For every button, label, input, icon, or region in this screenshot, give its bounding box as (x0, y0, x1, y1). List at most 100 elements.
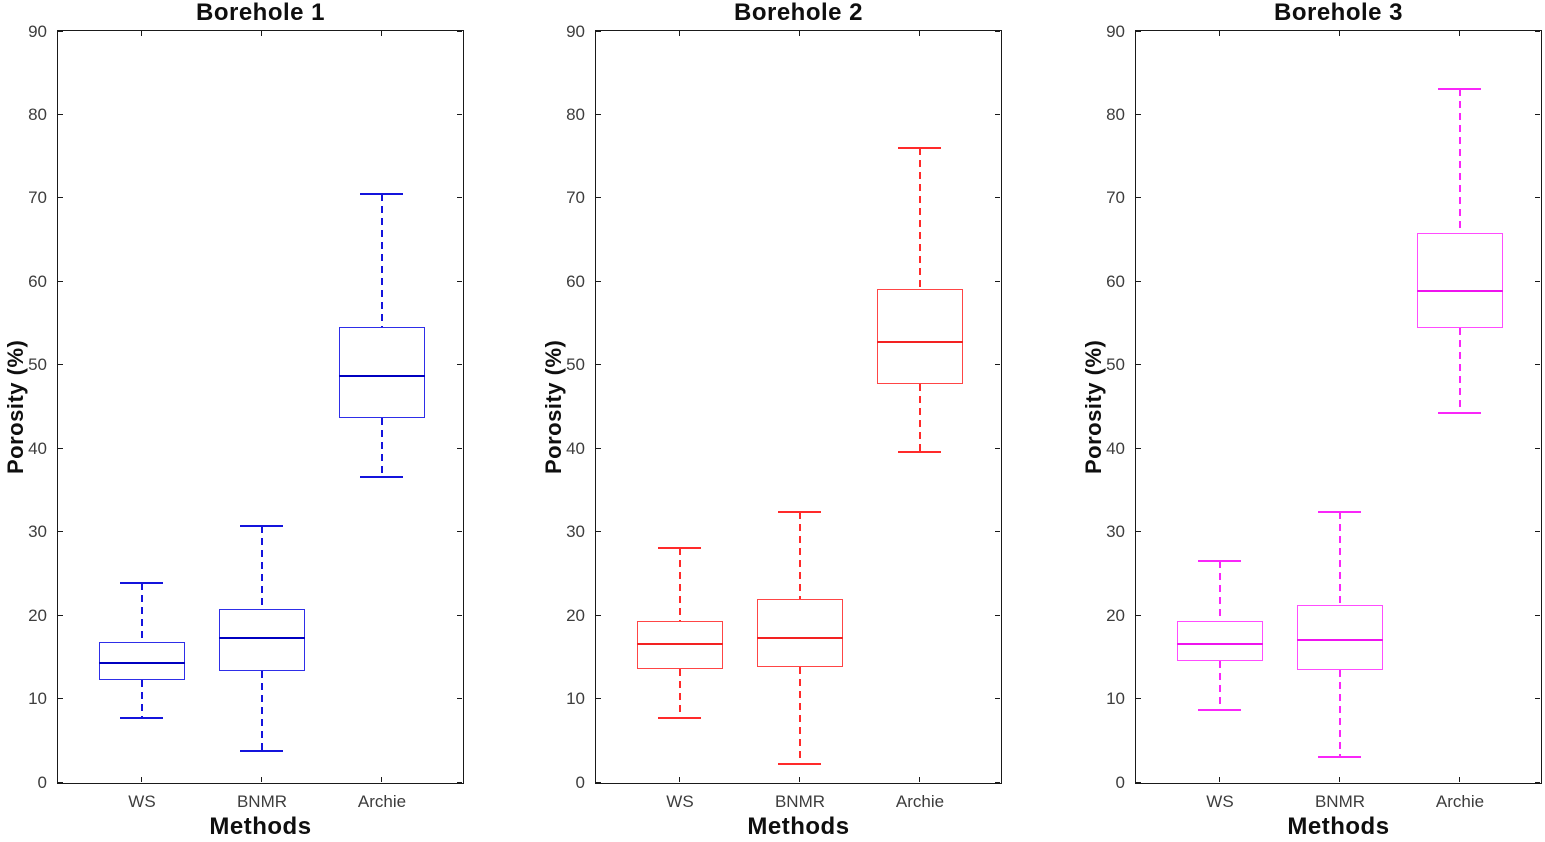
box-archie-lower-cap (1438, 412, 1481, 415)
box-bnmr-upper-cap (240, 524, 283, 527)
box-ws-lower-whisker (140, 680, 143, 718)
y-axis-tick (596, 113, 601, 115)
x-axis-tick (799, 777, 800, 782)
box-ws-upper-cap (120, 582, 163, 585)
y-tick-label: 30 (28, 522, 47, 542)
y-axis-tick (596, 30, 601, 32)
box-bnmr-rect (1296, 605, 1383, 671)
y-tick-label: 80 (566, 104, 585, 124)
y-axis-tick (1535, 781, 1540, 783)
x-axis-tick (1459, 777, 1460, 782)
y-axis-tick (58, 614, 63, 616)
box-bnmr-lower-whisker (260, 671, 263, 752)
y-axis-tick (1535, 531, 1540, 533)
box-archie-lower-whisker (1458, 328, 1461, 414)
y-axis-tick (457, 280, 462, 282)
box-archie-upper-cap (1438, 88, 1481, 91)
box-ws-lower-cap (658, 716, 701, 719)
y-tick-label: 50 (566, 355, 585, 375)
y-axis-tick (58, 698, 63, 700)
box-archie-upper-whisker (380, 193, 383, 328)
y-axis-tick (596, 781, 601, 783)
y-axis-tick (58, 781, 63, 783)
y-axis-tick (1136, 280, 1141, 282)
subplot-title: Borehole 2 (733, 0, 864, 26)
x-tick-label: Archie (1435, 792, 1485, 811)
y-axis-label: Porosity (%) (1081, 339, 1106, 475)
y-axis-tick (457, 447, 462, 449)
box-archie-rect (876, 288, 963, 384)
box-bnmr-median-line (1296, 639, 1383, 642)
y-axis-label: Porosity (%) (3, 339, 28, 475)
y-tick-label: 10 (28, 689, 47, 709)
x-tick-label: WS (128, 792, 156, 811)
box-ws-rect (1176, 620, 1263, 661)
y-axis-tick (1535, 614, 1540, 616)
x-tick-label: Archie (357, 792, 407, 811)
x-tick-label: Archie (895, 792, 945, 811)
box-ws-median-line (636, 643, 723, 646)
box-ws-lower-cap (1198, 709, 1241, 712)
box-ws-upper-cap (1198, 559, 1241, 562)
box-bnmr-upper-whisker (798, 511, 801, 600)
y-axis-tick (596, 197, 601, 199)
y-axis-tick (596, 280, 601, 282)
y-tick-label: 70 (28, 188, 47, 208)
y-axis-tick (995, 30, 1000, 32)
x-tick-label: BNMR (236, 792, 288, 811)
box-archie-upper-whisker (1458, 89, 1461, 233)
plot-area (595, 30, 1002, 784)
x-axis-tick (381, 31, 382, 36)
box-ws-upper-whisker (140, 583, 143, 642)
y-axis-tick (995, 197, 1000, 199)
y-axis-tick (58, 531, 63, 533)
y-tick-label: 40 (566, 438, 585, 458)
y-tick-label: 30 (566, 522, 585, 542)
box-bnmr-lower-whisker (1338, 670, 1341, 757)
y-tick-label: 0 (1115, 772, 1125, 792)
y-axis-tick (1136, 447, 1141, 449)
x-axis-tick (1339, 777, 1340, 782)
y-tick-label: 70 (1106, 188, 1125, 208)
y-axis-tick (1136, 614, 1141, 616)
y-axis-tick (58, 447, 63, 449)
x-tick-label: BNMR (774, 792, 826, 811)
y-axis-tick (596, 614, 601, 616)
x-tick-label: BNMR (1314, 792, 1366, 811)
y-axis-tick (457, 614, 462, 616)
y-tick-label: 10 (566, 689, 585, 709)
box-bnmr-upper-cap (1318, 510, 1361, 513)
y-axis-tick (58, 30, 63, 32)
y-axis-tick (1535, 30, 1540, 32)
x-axis-tick (679, 777, 680, 782)
y-tick-label: 90 (28, 21, 47, 41)
x-axis-tick (919, 777, 920, 782)
box-archie-upper-cap (898, 146, 941, 149)
y-axis-tick (457, 698, 462, 700)
y-axis-tick (457, 197, 462, 199)
x-axis-tick (799, 31, 800, 36)
y-axis-tick (596, 447, 601, 449)
y-tick-label: 20 (566, 605, 585, 625)
x-axis-tick (919, 31, 920, 36)
y-tick-label: 60 (28, 271, 47, 291)
x-axis-tick (1219, 31, 1220, 36)
y-axis-tick (1535, 113, 1540, 115)
x-axis-tick (141, 777, 142, 782)
box-archie-upper-cap (360, 192, 403, 195)
y-tick-label: 10 (1106, 689, 1125, 709)
y-axis-tick (995, 614, 1000, 616)
y-axis-tick (457, 364, 462, 366)
y-tick-label: 20 (1106, 605, 1125, 625)
y-axis-label: Porosity (%) (541, 339, 566, 475)
y-axis-tick (596, 364, 601, 366)
y-tick-label: 0 (37, 772, 47, 792)
box-archie-lower-cap (360, 475, 403, 478)
y-axis-tick (1136, 197, 1141, 199)
subplot-title: Borehole 3 (1273, 0, 1404, 26)
y-axis-tick (1136, 364, 1141, 366)
y-axis-tick (58, 364, 63, 366)
box-bnmr-lower-cap (778, 763, 821, 766)
box-archie-rect (1416, 232, 1503, 329)
y-axis-tick (1535, 698, 1540, 700)
